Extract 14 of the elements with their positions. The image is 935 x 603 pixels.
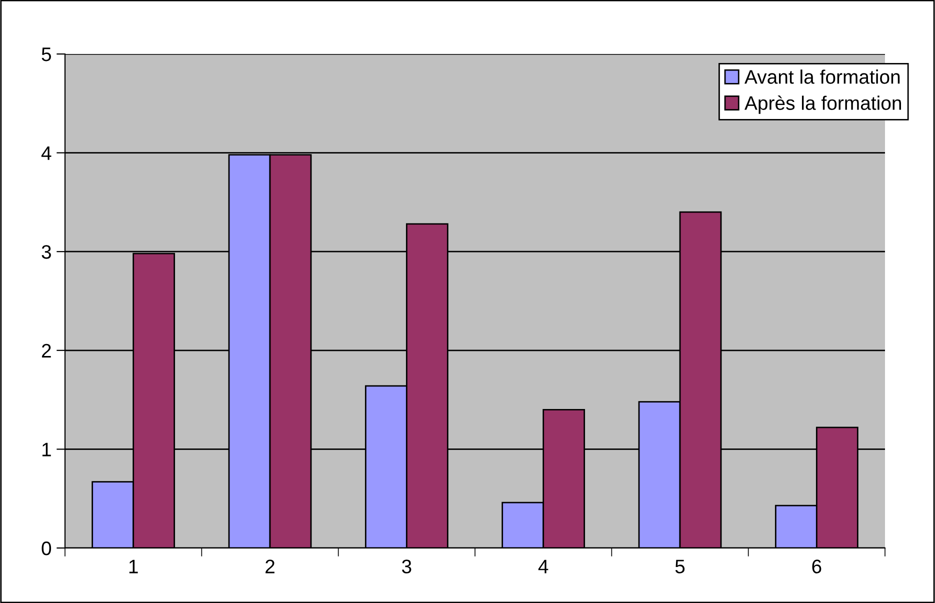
y-tick-label: 2 — [42, 344, 51, 358]
y-tick-label: 4 — [41, 146, 52, 160]
x-tick-label: 4 — [538, 560, 548, 574]
y-tick-label: 1 — [42, 442, 51, 456]
legend-label: Avant la formation — [744, 70, 900, 84]
legend-label: Après la formation — [744, 95, 901, 114]
x-tick-label: 1 — [129, 560, 138, 574]
x-tick-label: 5 — [675, 560, 685, 574]
x-tick-label: 6 — [812, 560, 822, 574]
x-tick-label: 2 — [266, 560, 274, 574]
y-tick-label: 5 — [42, 48, 51, 62]
x-tick-label: 3 — [402, 560, 412, 574]
y-tick-label: 0 — [42, 541, 52, 556]
y-tick-label: 3 — [42, 245, 51, 259]
